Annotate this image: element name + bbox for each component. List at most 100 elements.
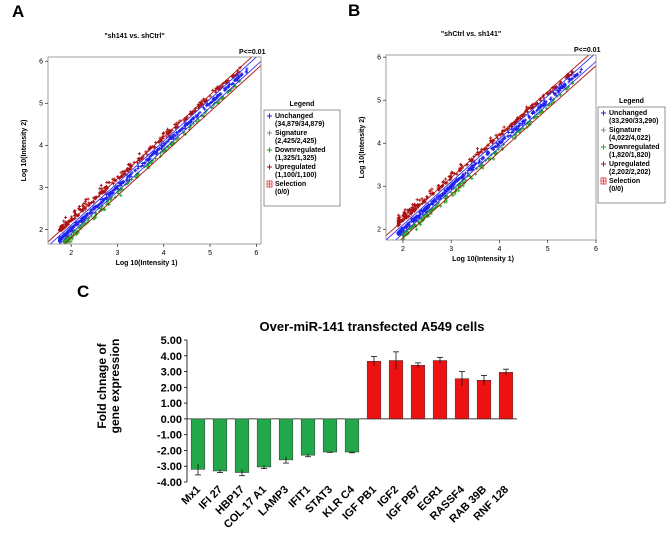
data-point xyxy=(110,189,114,193)
data-point xyxy=(494,133,498,137)
data-point xyxy=(83,199,87,203)
legend-entry-name: Selection xyxy=(275,181,306,188)
data-point xyxy=(205,98,209,102)
data-point xyxy=(495,144,500,148)
y-tick-label: 4.00 xyxy=(161,351,182,363)
data-point xyxy=(478,165,482,169)
y-axis-label: Fold chnage of xyxy=(95,342,109,428)
legend-marker-cross xyxy=(601,178,606,184)
data-point xyxy=(59,238,63,242)
legend-entry-count: (1,100/1,100) xyxy=(275,172,317,179)
y-axis-label: Log 10(Intensity 2) xyxy=(21,120,28,182)
data-point xyxy=(185,122,189,126)
x-tick-label: 2 xyxy=(401,246,405,253)
y-tick-label: 3.00 xyxy=(161,367,182,379)
data-point xyxy=(101,197,105,201)
data-point xyxy=(449,190,453,195)
data-point xyxy=(446,187,450,191)
x-tick-label: 6 xyxy=(254,250,258,257)
data-point xyxy=(475,147,480,151)
data-point xyxy=(461,172,465,176)
data-point xyxy=(94,204,98,208)
data-point xyxy=(573,74,577,78)
data-point xyxy=(176,125,180,129)
y-tick-label: 3 xyxy=(377,184,381,191)
data-point xyxy=(537,105,541,109)
x-axis-label: Log 10(Intensity 1) xyxy=(116,260,178,267)
data-point xyxy=(97,191,102,195)
data-point xyxy=(418,198,422,202)
data-point xyxy=(443,177,448,181)
data-point xyxy=(208,101,212,106)
data-point xyxy=(238,74,242,78)
data-point xyxy=(61,235,65,239)
data-point xyxy=(104,185,108,189)
data-point xyxy=(136,165,140,169)
data-point xyxy=(516,118,520,122)
data-point xyxy=(210,106,214,110)
data-point xyxy=(543,102,548,106)
data-point xyxy=(189,119,193,124)
data-point xyxy=(411,203,415,207)
data-point xyxy=(98,202,102,206)
data-point xyxy=(560,85,564,89)
data-point xyxy=(147,155,152,159)
data-point xyxy=(125,179,129,183)
data-point xyxy=(164,130,169,134)
data-point xyxy=(402,237,406,240)
panel-label-c: C xyxy=(77,282,90,301)
bar xyxy=(322,418,338,453)
data-point xyxy=(457,189,461,193)
data-point xyxy=(225,85,229,89)
data-point xyxy=(476,161,481,165)
data-point xyxy=(428,189,432,193)
data-point xyxy=(444,200,448,204)
legend-marker xyxy=(601,110,606,116)
data-point xyxy=(116,175,120,179)
data-point xyxy=(407,207,412,211)
scatter-points xyxy=(386,55,596,240)
data-point xyxy=(101,199,106,203)
data-point xyxy=(146,159,150,163)
legend-entry-name: Signature xyxy=(275,130,307,137)
data-point xyxy=(541,95,545,99)
legend-marker xyxy=(601,127,606,133)
data-point xyxy=(542,99,547,103)
bar xyxy=(498,372,514,420)
data-point xyxy=(401,228,405,232)
data-point xyxy=(178,128,182,133)
data-point xyxy=(551,100,555,104)
fold-line xyxy=(58,60,261,244)
data-point xyxy=(63,215,68,219)
x-tick-label: 2 xyxy=(69,250,73,257)
data-point xyxy=(188,112,192,117)
data-point xyxy=(82,201,86,206)
data-point xyxy=(521,126,525,130)
data-point xyxy=(62,219,66,223)
data-point xyxy=(183,125,187,129)
data-point xyxy=(487,157,491,161)
data-point xyxy=(470,176,474,181)
fold-line xyxy=(399,65,596,240)
data-point xyxy=(145,152,149,156)
data-point xyxy=(510,130,514,135)
y-tick-label: 4 xyxy=(377,141,381,148)
data-point xyxy=(556,90,560,95)
data-point xyxy=(107,181,111,185)
data-point xyxy=(166,127,170,131)
bar xyxy=(366,361,382,420)
data-point xyxy=(460,175,464,180)
data-point xyxy=(128,173,132,178)
x-tick-label: 4 xyxy=(497,246,501,253)
data-point xyxy=(137,152,141,156)
data-point xyxy=(419,217,423,222)
data-point xyxy=(163,142,168,146)
data-point xyxy=(450,170,454,174)
data-point xyxy=(216,100,220,104)
data-point xyxy=(92,205,96,209)
data-point xyxy=(549,102,554,106)
data-point xyxy=(98,187,102,191)
data-point xyxy=(73,223,77,227)
